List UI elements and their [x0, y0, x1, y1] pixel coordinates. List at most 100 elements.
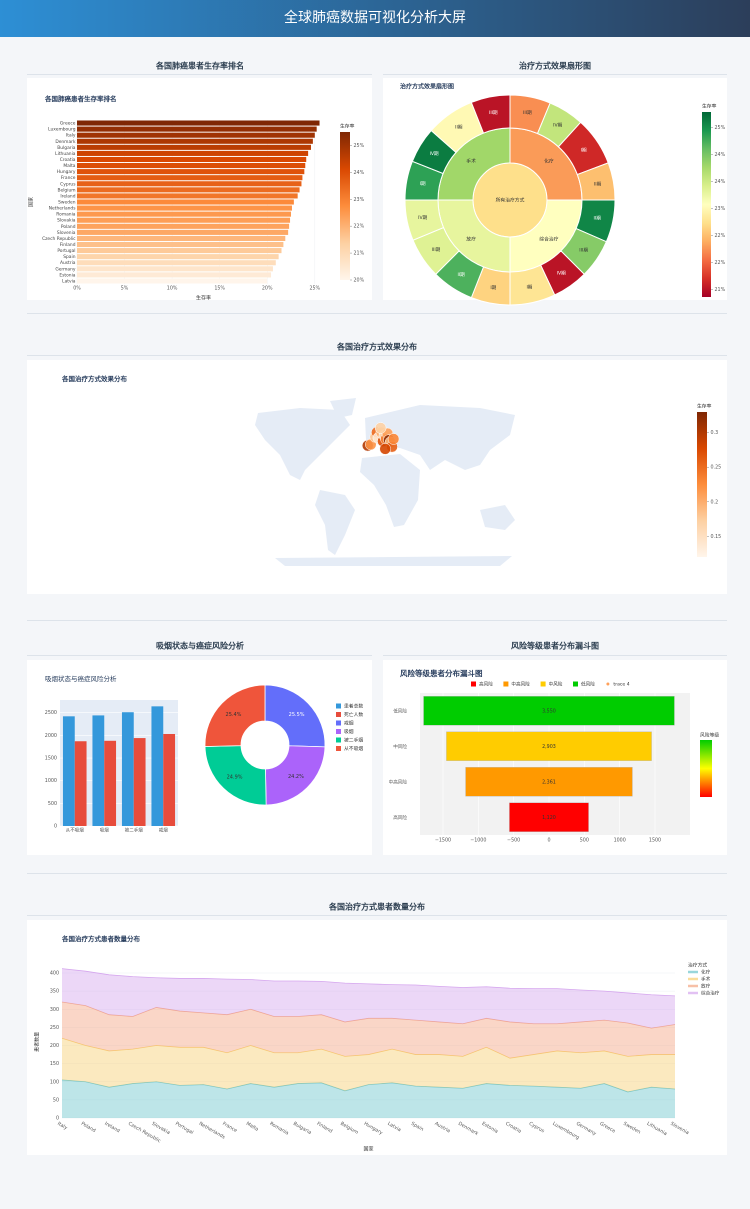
y-tick-label: 50 — [53, 1097, 59, 1103]
sunburst-label: III期 — [579, 248, 588, 254]
x-tick-label: 1500 — [649, 838, 661, 844]
value-label: 1,120 — [542, 815, 556, 821]
funnel-bar — [465, 767, 633, 797]
x-tick-label: 被二手烟 — [125, 827, 143, 834]
legend-swatch — [336, 737, 341, 743]
legend-swatch — [336, 712, 341, 717]
sunburst-label: II期 — [594, 182, 602, 188]
sunburst-label: 放疗 — [466, 235, 476, 242]
y-tick-label: Greece — [60, 121, 76, 127]
colorbar-tick-label: 25% — [354, 143, 365, 149]
y-tick-label: 250 — [50, 1025, 59, 1031]
y-axis-title: 患者数量 — [34, 1032, 41, 1052]
bar — [77, 235, 286, 241]
y-tick-label: Lithuania — [55, 151, 76, 157]
y-tick-label: 0 — [56, 1116, 59, 1122]
bar — [77, 144, 311, 150]
colorbar-tick-label: 22% — [354, 224, 365, 230]
sunburst-label: IV期 — [430, 151, 439, 157]
panel-title: 风险等级患者分布漏斗图 — [511, 641, 599, 651]
legend-label: 手术 — [701, 976, 711, 983]
bar — [77, 181, 302, 187]
bar — [77, 193, 298, 199]
panel-title: 治疗方式效果扇形图 — [519, 61, 591, 71]
chart-title: 各国肺癌患者生存率排名 — [44, 94, 117, 103]
bar — [77, 205, 292, 211]
panel-title: 各国治疗方式患者数量分布 — [328, 902, 425, 912]
colorbar-title: 生存率 — [702, 103, 717, 110]
bar — [77, 260, 276, 266]
bar — [104, 740, 117, 826]
x-tick-label: 从不吸烟 — [66, 827, 84, 834]
y-tick-label: 1500 — [45, 756, 57, 762]
area — [62, 1079, 675, 1118]
area-line — [61, 968, 676, 997]
colorbar-tick-label: 0.15 — [711, 534, 722, 540]
colorbar-tick-label: 24% — [354, 170, 365, 176]
bar — [62, 716, 75, 826]
bar — [77, 278, 268, 284]
x-tick-label: Spain — [410, 1121, 425, 1133]
funnel-bar — [509, 802, 589, 832]
pie-label: 24.2% — [288, 774, 304, 780]
bar — [77, 254, 279, 260]
pie-slice — [204, 745, 267, 806]
bar — [77, 266, 273, 272]
colorbar-tick-label: 0.2 — [711, 499, 719, 505]
colorbar-tick-label: 21% — [715, 287, 726, 293]
y-tick-label: Croatia — [60, 157, 76, 163]
colorbar — [340, 132, 350, 280]
bar — [77, 126, 317, 132]
bar — [77, 138, 313, 144]
colorbar-title: 生存率 — [697, 403, 712, 410]
chart-title: 风险等级患者分布漏斗图 — [400, 668, 483, 678]
sunburst-label: IV期 — [557, 270, 566, 276]
legend-title: 治疗方式 — [688, 962, 707, 969]
x-tick-label: −500 — [507, 838, 520, 844]
bar — [77, 248, 282, 254]
value-label: 2,903 — [542, 744, 556, 750]
colorbar-tick-label: 22% — [715, 260, 726, 266]
x-tick-label: Malta — [245, 1121, 260, 1133]
y-tick-label: Slovenia — [57, 230, 76, 236]
y-tick-label: Cyprus — [60, 181, 76, 187]
y-tick-label: 1000 — [45, 778, 57, 784]
y-tick-label: 350 — [50, 989, 59, 995]
colorbar-tick-label: 23% — [354, 197, 365, 203]
legend-label: 放疗 — [701, 983, 711, 990]
x-tick-label: 0% — [73, 286, 81, 292]
x-tick-label: 10% — [167, 286, 178, 292]
x-tick-label: −1500 — [435, 838, 451, 844]
legend-label: 中风险 — [549, 681, 563, 688]
sunburst-label: III期 — [432, 247, 441, 253]
colorbar-tick-label: 22% — [715, 233, 726, 239]
bubble — [379, 443, 391, 455]
legend-label: 综合治疗 — [701, 990, 720, 997]
area — [62, 968, 675, 1029]
pie-slice — [204, 684, 266, 747]
y-tick-label: 200 — [50, 1043, 59, 1049]
sunburst-label: 化疗 — [544, 158, 554, 165]
y-tick-label: Belgium — [58, 187, 76, 193]
x-tick-label: 25% — [309, 286, 320, 292]
bar — [121, 712, 134, 826]
legend-label: 低风险 — [581, 681, 595, 688]
sunburst-label: IV期 — [553, 122, 562, 128]
world-land — [255, 398, 515, 566]
bar — [77, 229, 289, 235]
sunburst-label: II期 — [455, 125, 463, 131]
legend-label: 高风险 — [479, 681, 493, 688]
sunburst-label: I期 — [526, 284, 532, 290]
y-tick-label: Czech Republic — [42, 236, 76, 242]
pie-label: 25.4% — [226, 712, 242, 718]
legend-label: trace 4 — [613, 682, 629, 688]
legend-swatch — [606, 682, 610, 686]
y-tick-label: Ireland — [60, 193, 75, 199]
chart-title: 各国治疗方式效果分布 — [61, 374, 128, 383]
value-label: 3,550 — [542, 708, 556, 714]
colorbar-tick-label: 0.3 — [711, 430, 719, 436]
legend-swatch — [336, 703, 341, 709]
x-axis-title: 生存率 — [196, 295, 211, 302]
y-tick-label: 中高风险 — [389, 778, 408, 785]
